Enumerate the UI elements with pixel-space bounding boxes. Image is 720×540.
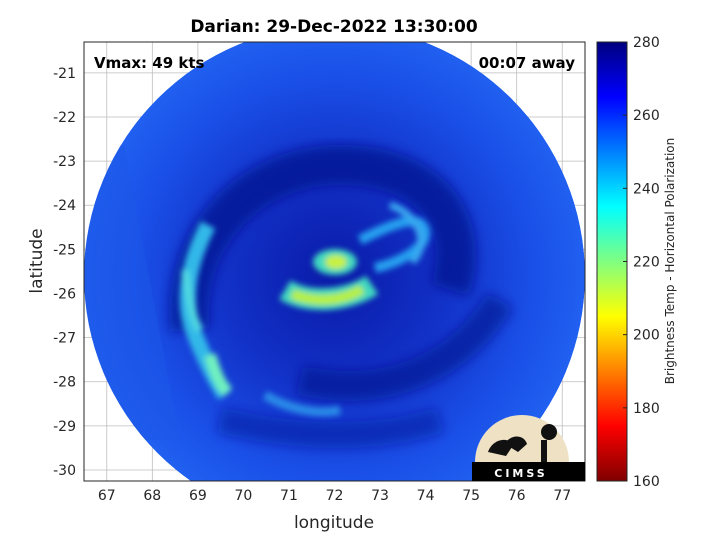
x-tick-label: 75	[462, 488, 480, 504]
cimss-logo: CIMSS	[472, 415, 585, 481]
y-tick-label: -24	[53, 198, 76, 214]
y-tick-label: -29	[53, 419, 76, 435]
logo-text: CIMSS	[494, 467, 547, 480]
colorbar-tick-label: 240	[633, 181, 660, 197]
logo-water-tank	[541, 424, 557, 440]
x-tick-label: 73	[371, 488, 389, 504]
y-tick-label: -27	[53, 331, 76, 347]
y-tick-label: -28	[53, 375, 76, 391]
colorbar-tick-label: 180	[633, 401, 660, 417]
y-axis-label: latitude	[27, 228, 47, 293]
y-tick-labels: -21 -22 -23 -24 -25 -26 -27 -28 -29 -30	[53, 66, 76, 479]
colorbar-tick-label: 160	[633, 474, 660, 490]
colorbar-ticks: 160 180 200 220 240 260 280	[623, 35, 660, 490]
x-tick-label: 72	[326, 488, 344, 504]
colorbar-tick-label: 260	[633, 108, 660, 124]
logo-tower	[541, 440, 547, 464]
plot-frame	[83, 41, 586, 482]
y-tick-label: -21	[53, 66, 76, 82]
x-tick-label: 77	[553, 488, 571, 504]
y-tick-label: -30	[53, 463, 76, 479]
y-tick-label: -23	[53, 154, 76, 170]
x-tick-label: 70	[234, 488, 252, 504]
x-tick-label: 69	[189, 488, 207, 504]
colorbar-label: Brightness Temp - Horizontal Polarizatio…	[663, 138, 677, 385]
colorbar-tick-label: 200	[633, 328, 660, 344]
colorbar	[596, 41, 628, 482]
logo-dish-2	[505, 436, 527, 452]
vmax-annotation: Vmax: 49 kts	[94, 54, 204, 72]
warm-features	[179, 201, 431, 417]
x-tick-label: 76	[508, 488, 526, 504]
x-tick-label: 71	[280, 488, 298, 504]
time-away-annotation: 00:07 away	[479, 54, 576, 72]
colorbar-tick-label: 220	[633, 255, 660, 271]
colorbar-tick-label: 280	[633, 35, 660, 51]
x-tick-label: 68	[143, 488, 161, 504]
x-axis-label: longitude	[294, 513, 374, 533]
x-tick-label: 74	[417, 488, 435, 504]
x-tick-label: 67	[98, 488, 116, 504]
chart-title: Darian: 29-Dec-2022 13:30:00	[190, 17, 478, 37]
y-tick-label: -22	[53, 110, 76, 126]
logo-bar	[472, 462, 585, 481]
swath-disk	[84, 42, 585, 481]
x-tick-labels: 67 68 69 70 71 72 73 74 75 76 77	[98, 488, 571, 504]
y-tick-label: -26	[53, 286, 76, 302]
y-tick-label: -25	[53, 242, 76, 258]
